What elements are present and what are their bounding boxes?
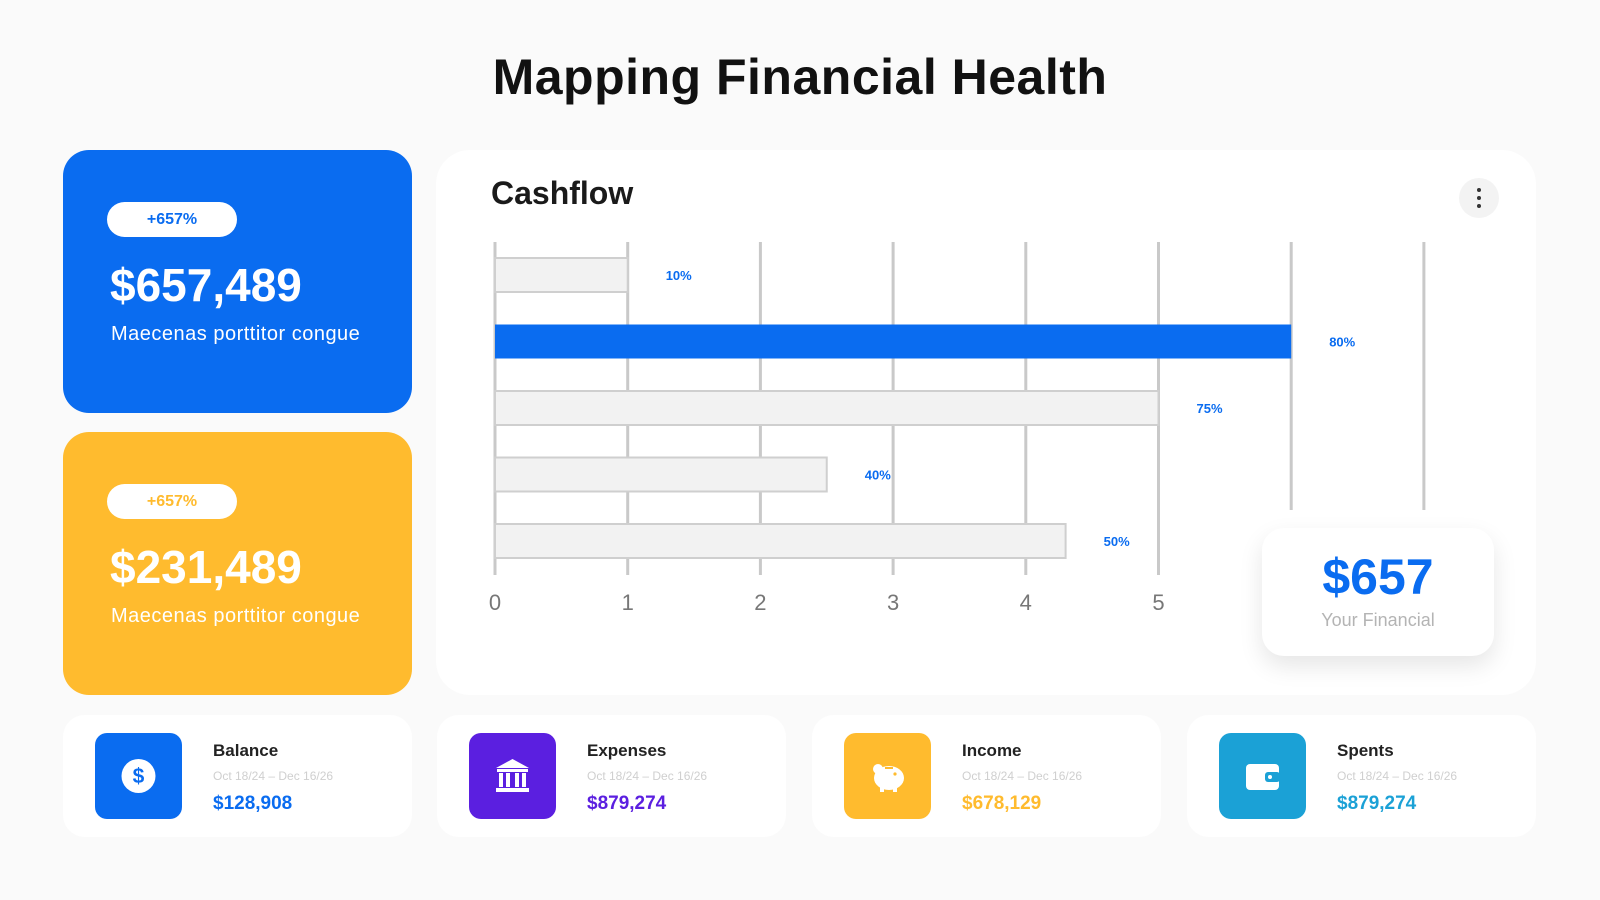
piggy-bank-icon [873,764,904,792]
x-tick-label: 3 [887,590,899,615]
more-options-button[interactable] [1459,178,1499,218]
info-date-range: Oct 18/24 – Dec 16/26 [1337,769,1458,783]
growth-badge: +657% [107,202,237,237]
bar[interactable] [494,456,828,493]
x-tick-label: 5 [1152,590,1164,615]
data-label: 80% [1329,335,1355,350]
data-label: 40% [865,468,891,483]
info-date-range: Oct 18/24 – Dec 16/26 [587,769,708,783]
info-date-range: Oct 18/24 – Dec 16/26 [213,769,334,783]
wallet-icon [1246,764,1280,790]
bar[interactable] [494,390,1160,426]
info-title: Spents [1337,741,1394,760]
callout-label: Your Financial [1321,610,1435,630]
cashflow-chart: 0 1 2 3 4 5 10% 80% 75% 40% 50% [489,242,1426,615]
stat-card-primary[interactable]: +657% $657,489 Maecenas porttitor congue [63,150,412,413]
data-label: 50% [1104,534,1130,549]
x-tick-label: 0 [489,590,501,615]
info-value: $879,274 [587,793,667,814]
bar[interactable] [495,324,1292,359]
financial-callout: $657 Your Financial [1262,528,1494,656]
growth-badge: +657% [107,484,237,519]
stat-amount: $657,489 [110,259,302,311]
icon-tile [469,733,556,819]
x-tick-label: 4 [1020,590,1032,615]
info-value: $678,129 [962,793,1042,814]
dollar-icon: $ [121,759,156,793]
page-title: Mapping Financial Health [492,49,1108,105]
info-value: $879,274 [1337,793,1417,814]
income-card[interactable]: Income Oct 18/24 – Dec 16/26 $678,129 [812,715,1161,837]
info-date-range: Oct 18/24 – Dec 16/26 [962,769,1083,783]
icon-tile [844,733,931,819]
bar[interactable] [494,257,629,293]
info-title: Balance [213,741,279,760]
x-tick-label: 1 [622,590,634,615]
more-vertical-icon [1477,188,1481,192]
icon-tile: $ [95,733,182,819]
stat-description: Maecenas porttitor congue [111,605,361,627]
spents-card[interactable]: Spents Oct 18/24 – Dec 16/26 $879,274 [1187,715,1536,837]
stat-amount: $231,489 [110,541,302,593]
info-value: $128,908 [213,793,293,814]
x-tick-label: 2 [754,590,766,615]
stat-description: Maecenas porttitor congue [111,323,361,345]
info-title: Expenses [587,741,667,760]
info-title: Income [962,741,1022,760]
stat-card-secondary[interactable]: +657% $231,489 Maecenas porttitor congue [63,432,412,695]
svg-text:$: $ [133,765,145,788]
bank-icon [496,759,529,792]
callout-value: $657 [1322,549,1434,605]
icon-tile [1219,733,1306,819]
data-label: 10% [666,268,692,283]
expenses-card[interactable]: Expenses Oct 18/24 – Dec 16/26 $879,274 [437,715,786,837]
bar[interactable] [494,523,1067,559]
chart-title: Cashflow [491,175,634,211]
data-label: 75% [1197,401,1223,416]
balance-card[interactable]: $ Balance Oct 18/24 – Dec 16/26 $128,908 [63,715,412,837]
cashflow-panel: Cashflow 0 1 2 3 4 5 10% 80% 75% 40% 50% $657 Your… [436,150,1536,695]
